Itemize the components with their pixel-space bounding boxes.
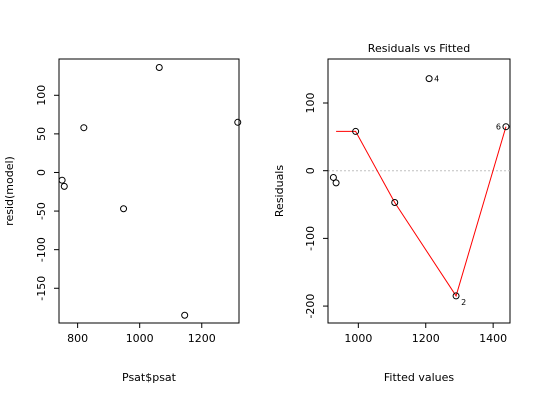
right-x-axis: 1000 1200 1400 (344, 322, 507, 345)
right-x-tick-label-1: 1200 (412, 332, 440, 345)
right-y-tick-label-1: -100 (304, 226, 317, 251)
right-y-axis-title: Residuals (273, 165, 286, 217)
left-data-point-1 (120, 205, 128, 213)
right-y-tick-label-3: 100 (304, 93, 317, 114)
right-plot-frame (327, 58, 511, 324)
right-y-tick-label-2: 0 (304, 167, 317, 174)
left-x-tick-label-1: 1000 (126, 332, 154, 345)
left-points-layer (58, 63, 242, 319)
right-data-point-6 (332, 179, 340, 187)
right-point-labels-layer: 4 2 6 (434, 75, 501, 307)
right-point-label-4: 6 (496, 123, 501, 132)
right-data-point-3 (452, 292, 460, 300)
left-y-tick-label-5: 100 (35, 85, 48, 106)
left-y-axis: -150 -100 -50 0 50 100 (35, 85, 60, 301)
right-data-point-0 (352, 127, 360, 135)
right-data-point-4 (502, 123, 510, 131)
right-points-layer (329, 75, 510, 300)
right-y-axis: -200 -100 0 100 (304, 93, 329, 319)
right-data-point-5 (329, 173, 337, 181)
left-y-tick-label-0: -150 (35, 276, 48, 301)
right-panel: 4 2 6 1000 1200 1400 -200 -100 0 100 Residuals … (273, 42, 511, 384)
left-y-tick-label-4: 50 (35, 127, 48, 141)
right-x-tick-label-2: 1400 (479, 332, 507, 345)
left-y-tick-label-2: -50 (35, 202, 48, 220)
right-x-tick-label-0: 1000 (344, 332, 372, 345)
left-y-axis-title: resid(model) (3, 156, 16, 226)
left-x-axis-title: Psat$psat (122, 371, 177, 384)
left-y-tick-label-3: 0 (35, 169, 48, 176)
right-data-point-2 (425, 75, 433, 83)
left-y-tick-label-1: -100 (35, 237, 48, 262)
left-x-axis: 800 1000 1200 (67, 322, 216, 345)
left-data-point-2 (155, 63, 163, 71)
left-x-tick-label-0: 800 (67, 332, 88, 345)
left-data-point-5 (58, 176, 66, 184)
left-data-point-4 (234, 118, 242, 126)
left-x-tick-label-2: 1200 (188, 332, 216, 345)
right-point-label-3: 2 (461, 298, 466, 307)
left-plot-frame (58, 58, 240, 324)
right-smooth-line (336, 126, 507, 298)
left-data-point-6 (60, 182, 68, 190)
right-x-axis-title: Fitted values (384, 371, 455, 384)
right-point-label-2: 4 (434, 75, 439, 84)
left-data-point-3 (181, 311, 189, 319)
right-y-tick-label-0: -200 (304, 294, 317, 319)
left-data-point-0 (80, 124, 88, 132)
right-data-point-1 (391, 199, 399, 207)
right-panel-title: Residuals vs Fitted (368, 42, 470, 55)
